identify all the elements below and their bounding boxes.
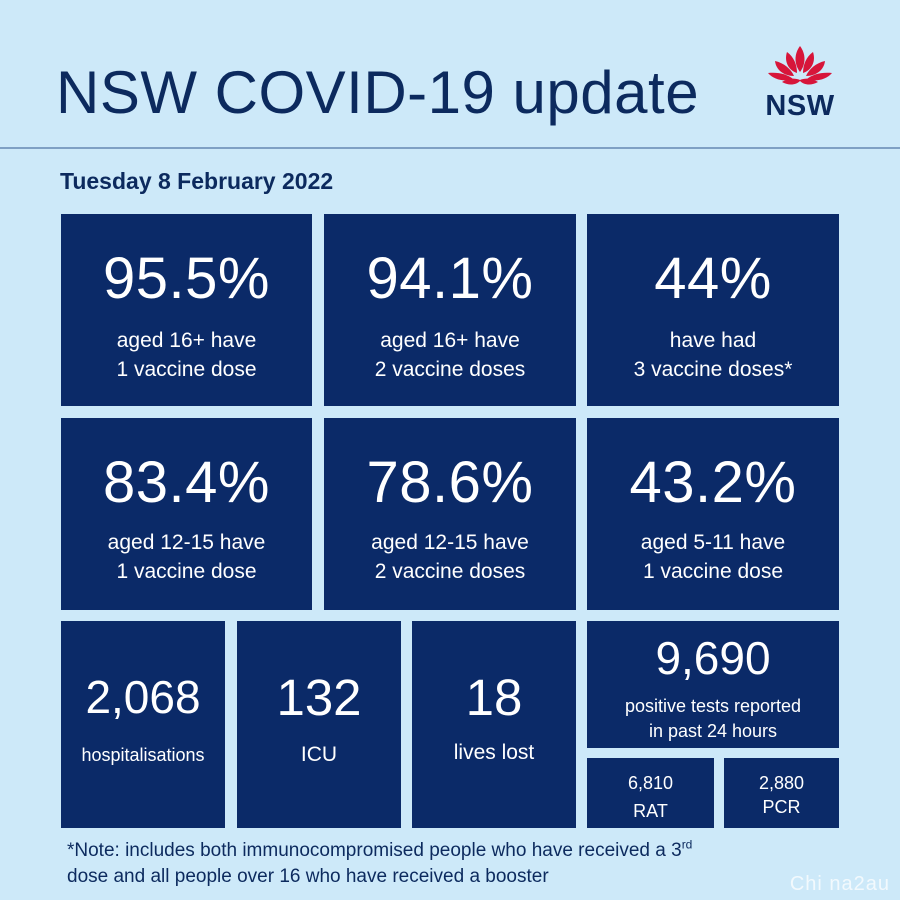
vaccination-percent: 83.4%: [103, 450, 270, 515]
rat-value: 6,810: [627, 773, 674, 793]
logo-text: NSW: [765, 90, 835, 122]
vaccination-tile: 94.1% aged 16+ have 2 vaccine doses: [324, 214, 576, 406]
vaccination-tile: 78.6% aged 12-15 have 2 vaccine doses: [324, 418, 576, 610]
vaccination-tile: 43.2% aged 5-11 have 1 vaccine dose: [587, 418, 839, 610]
hospitalisations-value: 2,068: [85, 671, 201, 723]
vaccination-percent: 44%: [654, 246, 772, 311]
lives-lost-tile: 18 lives lost: [412, 621, 576, 828]
pcr-value: 2,880: [758, 773, 805, 793]
lives-lost-value: 18: [465, 669, 523, 726]
vaccination-tile: 95.5% aged 16+ have 1 vaccine dose: [61, 214, 312, 406]
positive-tests-tile: 9,690 positive tests reported in past 24…: [587, 621, 839, 748]
vaccination-tile: 44% have had 3 vaccine doses*: [587, 214, 839, 406]
vaccination-percent: 78.6%: [366, 450, 534, 515]
vaccination-percent: 43.2%: [629, 450, 797, 515]
icu-tile: 132 ICU: [237, 621, 401, 828]
rat-label: RAT: [633, 801, 668, 821]
icu-value: 132: [276, 669, 362, 726]
header-divider: [0, 147, 900, 149]
vaccination-label-line2: 3 vaccine doses*: [633, 358, 793, 381]
vaccination-label-line2: 2 vaccine doses: [374, 560, 526, 583]
vaccination-label-line1: aged 16+ have: [116, 329, 257, 352]
vaccination-label-line2: 1 vaccine dose: [642, 560, 784, 583]
page-title: NSW COVID-19 update: [56, 59, 700, 126]
vaccination-label-line1: aged 12-15 have: [107, 531, 266, 554]
nsw-logo: NSW: [760, 42, 840, 122]
hospitalisations-label: hospitalisations: [81, 745, 205, 765]
positive-tests-label-line2: in past 24 hours: [648, 721, 778, 741]
pcr-label: PCR: [762, 797, 801, 817]
pcr-tile: 2,880 PCR: [724, 758, 839, 828]
vaccination-label-line1: aged 12-15 have: [371, 531, 529, 554]
footnote-line1: *Note: includes both immunocompromised p…: [67, 840, 682, 861]
icu-label: ICU: [300, 743, 338, 766]
vaccination-label-line1: aged 5-11 have: [640, 531, 786, 554]
positive-tests-value: 9,690: [655, 632, 771, 684]
vaccination-label-line2: 2 vaccine doses: [374, 358, 526, 381]
footnote: *Note: includes both immunocompromised p…: [67, 838, 847, 890]
lives-lost-label: lives lost: [453, 741, 535, 764]
hospitalisations-tile: 2,068 hospitalisations: [61, 621, 225, 828]
footnote-superscript: rd: [681, 837, 693, 852]
vaccination-label-line1: have had: [669, 329, 757, 352]
waratah-flower-icon: [768, 46, 832, 85]
vaccination-percent: 94.1%: [366, 246, 534, 311]
positive-tests-label-line1: positive tests reported: [624, 696, 802, 716]
update-date: Tuesday 8 February 2022: [60, 168, 334, 194]
vaccination-label-line1: aged 16+ have: [380, 329, 520, 352]
vaccination-label-line2: 1 vaccine dose: [116, 358, 257, 381]
rat-tile: 6,810 RAT: [587, 758, 714, 828]
vaccination-tile: 83.4% aged 12-15 have 1 vaccine dose: [61, 418, 312, 610]
footnote-line2: dose and all people over 16 who have rec…: [67, 866, 549, 887]
vaccination-percent: 95.5%: [103, 246, 270, 311]
watermark: Chi na2au: [789, 873, 890, 895]
vaccination-label-line2: 1 vaccine dose: [116, 560, 257, 583]
